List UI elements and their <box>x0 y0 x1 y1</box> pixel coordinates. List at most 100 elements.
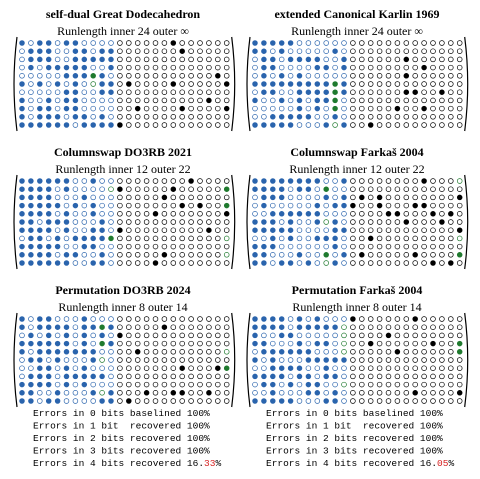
dot <box>37 243 43 250</box>
dot <box>152 340 159 347</box>
dot <box>314 81 321 87</box>
dot <box>134 219 141 225</box>
dot <box>81 332 88 339</box>
dot <box>270 178 276 184</box>
dot <box>54 373 61 380</box>
dot <box>215 178 221 184</box>
dot <box>456 194 463 201</box>
dot <box>188 56 194 63</box>
dot <box>161 235 168 242</box>
dot <box>261 202 267 209</box>
dot <box>332 332 338 339</box>
dot <box>385 40 392 46</box>
dot <box>439 64 445 71</box>
dot <box>314 89 321 95</box>
dot <box>341 73 347 79</box>
dot <box>439 235 445 242</box>
dot <box>72 122 79 128</box>
dot-matrix <box>19 316 230 404</box>
dot <box>223 73 230 79</box>
dot <box>90 48 96 54</box>
dot <box>72 357 79 363</box>
dot <box>252 260 258 266</box>
dot <box>188 235 194 242</box>
dot <box>45 194 52 201</box>
dot <box>305 97 312 104</box>
dot <box>161 194 168 201</box>
dot <box>359 260 365 266</box>
dot <box>394 194 401 201</box>
dot <box>206 73 212 79</box>
dot <box>206 64 212 71</box>
dot <box>341 357 347 363</box>
dot <box>332 194 338 201</box>
dot <box>261 373 267 380</box>
dot <box>117 260 123 266</box>
dot <box>45 105 52 112</box>
dot <box>126 97 132 104</box>
dot <box>296 235 303 242</box>
dot <box>261 89 267 95</box>
dot <box>72 316 79 322</box>
dot <box>72 178 79 184</box>
dot <box>341 211 347 217</box>
dot <box>152 357 159 363</box>
dot <box>332 81 338 87</box>
dot <box>108 227 114 233</box>
dot <box>28 235 34 242</box>
dot <box>314 398 321 404</box>
dot <box>287 235 294 242</box>
panel-subtitle: Runlength inner 8 outer 14 <box>58 300 187 314</box>
dot <box>252 349 258 355</box>
dot <box>108 56 114 63</box>
dot <box>179 227 185 233</box>
dot <box>197 243 203 250</box>
dot <box>296 332 303 339</box>
dot <box>170 48 177 54</box>
dot <box>252 324 258 330</box>
dot <box>456 81 463 87</box>
dot <box>215 48 221 54</box>
dot <box>296 211 303 217</box>
dot <box>270 64 276 71</box>
dot <box>179 89 185 95</box>
dot <box>54 357 61 363</box>
dot <box>179 373 185 380</box>
dot <box>305 64 312 71</box>
dot <box>332 202 338 209</box>
dot <box>367 235 374 242</box>
dot <box>448 227 454 233</box>
dot <box>108 316 114 322</box>
dot <box>252 243 258 250</box>
dot <box>179 219 185 225</box>
panel-subtitle: Runlength inner 12 outer 22 <box>289 162 424 176</box>
dot <box>90 211 96 217</box>
dot <box>54 48 61 54</box>
dot <box>270 56 276 63</box>
dot <box>261 122 267 128</box>
dot <box>456 178 463 184</box>
dot <box>81 122 88 128</box>
dot <box>403 381 410 388</box>
dot <box>448 40 454 46</box>
dot <box>439 105 445 112</box>
dot <box>376 211 383 217</box>
dot <box>287 202 294 209</box>
dot <box>412 202 418 209</box>
dot <box>305 114 312 120</box>
dot <box>54 340 61 347</box>
dot <box>385 186 392 192</box>
dot <box>323 56 329 63</box>
dot <box>126 114 132 120</box>
dot <box>261 219 267 225</box>
dot <box>430 114 436 120</box>
dot <box>323 48 329 54</box>
dot <box>37 40 43 46</box>
dot <box>126 219 132 225</box>
dot <box>170 122 177 128</box>
dot <box>323 81 329 87</box>
dot <box>412 56 418 63</box>
dot <box>188 365 194 371</box>
dot <box>287 373 294 380</box>
dot <box>28 252 34 258</box>
